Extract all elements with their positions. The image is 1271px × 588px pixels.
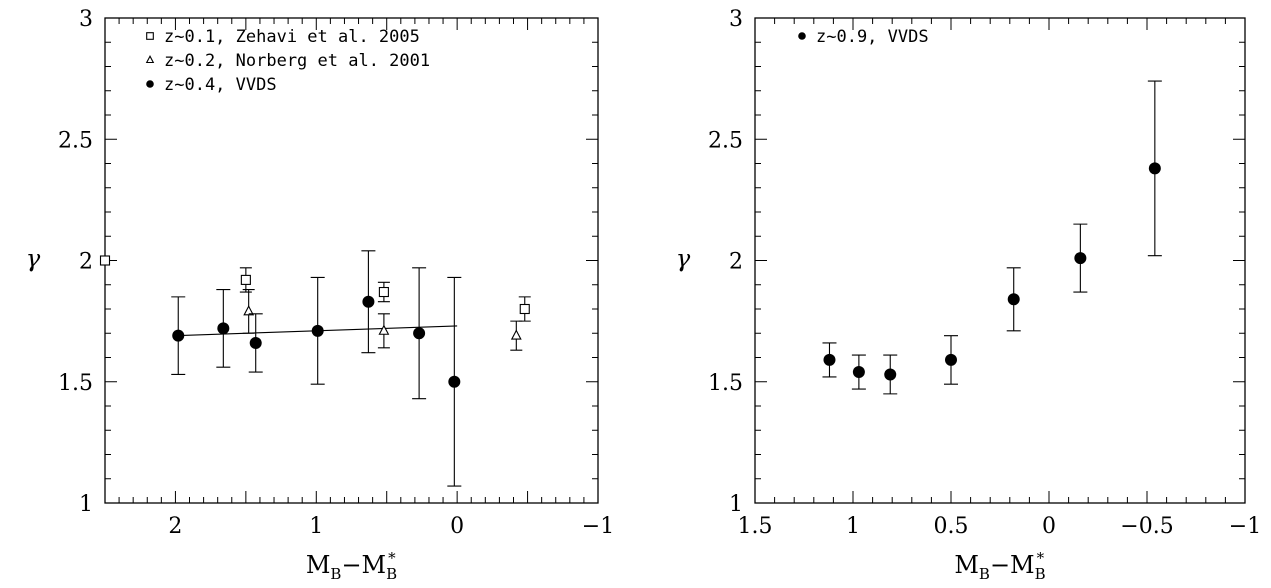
legend-marker xyxy=(798,32,806,40)
x-axis-label: MB−MB* xyxy=(306,549,397,583)
legend: z~0.9, VVDS xyxy=(798,27,929,47)
x-tick-label: −1 xyxy=(582,514,614,539)
data-point xyxy=(519,303,530,315)
legend-entry: z~0.4, VVDS xyxy=(164,75,277,95)
legend: z~0.1, Zehavi et al. 2005 z~0.2, Norberg … xyxy=(145,27,430,95)
data-point xyxy=(99,255,111,266)
data-point xyxy=(378,324,390,335)
data-point xyxy=(172,329,185,342)
x-tick-label: 1 xyxy=(846,514,860,539)
data-point xyxy=(1148,162,1161,175)
data-point xyxy=(884,368,897,381)
legend-marker xyxy=(146,32,154,40)
panel-left: 2 1 0 −1 1 1.5 2 2.5 3 MB−MB* γ z~0.1, Zehavi et al… xyxy=(26,7,614,583)
y-tick-label: 2 xyxy=(79,250,93,275)
series-0 xyxy=(822,80,1162,395)
data-point xyxy=(311,324,324,337)
y-tick-label: 1.5 xyxy=(58,371,93,396)
data-point xyxy=(448,375,461,388)
data-point xyxy=(823,353,836,366)
series-0 xyxy=(99,255,531,322)
data-point xyxy=(217,322,230,335)
y-axis-label: γ xyxy=(676,245,691,273)
x-tick-label: −1 xyxy=(1229,514,1261,539)
data-point xyxy=(510,329,522,340)
y-tick-label: 2 xyxy=(729,250,743,275)
data-point xyxy=(362,295,375,308)
series-2 xyxy=(171,250,462,487)
x-tick-label: 0 xyxy=(1042,514,1056,539)
data-point xyxy=(240,274,251,285)
y-axis-label: γ xyxy=(26,245,41,273)
y-tick-label: 1.5 xyxy=(708,371,743,396)
data-point xyxy=(378,286,389,298)
x-axis-label: MB−MB* xyxy=(954,549,1045,583)
data-point xyxy=(1074,252,1087,265)
y-tick-label: 2.5 xyxy=(58,128,93,153)
y-tick-label: 1 xyxy=(79,492,93,517)
x-tick-label: −0.5 xyxy=(1120,514,1173,539)
x-tick-label: 0.5 xyxy=(934,514,969,539)
legend-entry: z~0.1, Zehavi et al. 2005 xyxy=(164,27,420,47)
legend-entry: z~0.2, Norberg et al. 2001 xyxy=(164,51,430,71)
data-point xyxy=(243,305,255,316)
data-point xyxy=(945,353,957,366)
data-point xyxy=(249,336,262,349)
plot-frame xyxy=(754,17,1246,504)
legend-marker xyxy=(145,55,155,64)
data-point xyxy=(413,327,426,340)
y-tick-label: 3 xyxy=(79,7,93,32)
y-tick-label: 1 xyxy=(729,492,743,517)
x-tick-label: 0 xyxy=(450,514,464,539)
x-tick-label: 1 xyxy=(309,514,323,539)
data-point xyxy=(1007,293,1020,306)
legend-entry: z~0.9, VVDS xyxy=(816,27,929,47)
legend-marker xyxy=(146,80,154,88)
y-tick-label: 3 xyxy=(729,7,743,32)
x-tick-label: 2 xyxy=(168,514,182,539)
series-1 xyxy=(242,289,523,351)
x-tick-label: 1.5 xyxy=(738,514,773,539)
y-tick-label: 2.5 xyxy=(708,128,743,153)
data-point xyxy=(852,366,865,379)
